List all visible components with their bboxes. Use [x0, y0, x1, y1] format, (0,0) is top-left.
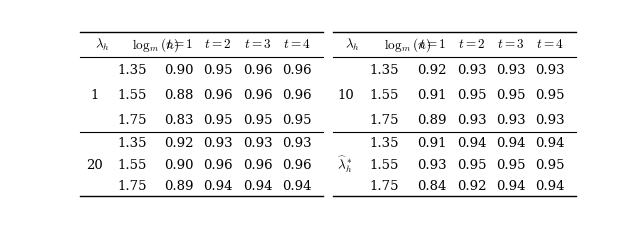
Text: 0.93: 0.93	[203, 137, 233, 150]
Text: 0.93: 0.93	[496, 114, 525, 127]
Text: $t=3$: $t=3$	[497, 38, 524, 51]
Text: 0.94: 0.94	[203, 179, 232, 192]
Text: 1.35: 1.35	[369, 137, 399, 150]
Text: 0.95: 0.95	[243, 114, 272, 127]
Text: $\lambda_h$: $\lambda_h$	[95, 37, 109, 53]
Text: 0.94: 0.94	[496, 137, 525, 150]
Text: 0.93: 0.93	[457, 64, 486, 77]
Text: 0.96: 0.96	[203, 89, 233, 102]
Text: 0.95: 0.95	[457, 158, 486, 171]
Text: $t=2$: $t=2$	[458, 38, 486, 51]
Text: $t=1$: $t=1$	[166, 38, 193, 51]
Text: 0.90: 0.90	[164, 64, 194, 77]
Text: 0.89: 0.89	[417, 114, 447, 127]
Text: $t=3$: $t=3$	[244, 38, 271, 51]
Text: 0.95: 0.95	[496, 89, 525, 102]
Text: 0.95: 0.95	[203, 64, 232, 77]
Text: 0.95: 0.95	[496, 158, 525, 171]
Text: $t=4$: $t=4$	[536, 38, 564, 51]
Text: 0.96: 0.96	[282, 158, 312, 171]
Text: 0.93: 0.93	[536, 64, 565, 77]
Text: 1.35: 1.35	[117, 137, 147, 150]
Text: 0.96: 0.96	[243, 64, 273, 77]
Text: 0.93: 0.93	[282, 137, 312, 150]
Text: 1.55: 1.55	[369, 158, 399, 171]
Text: 1.75: 1.75	[369, 179, 399, 192]
Text: 0.96: 0.96	[282, 64, 312, 77]
Text: 0.91: 0.91	[417, 137, 447, 150]
Text: 0.92: 0.92	[164, 137, 194, 150]
Text: 0.94: 0.94	[536, 179, 565, 192]
Text: 1.75: 1.75	[117, 114, 147, 127]
Text: $t=4$: $t=4$	[284, 38, 311, 51]
Text: 0.95: 0.95	[536, 158, 565, 171]
Text: 0.94: 0.94	[536, 137, 565, 150]
Text: $t=1$: $t=1$	[419, 38, 445, 51]
Text: 1.35: 1.35	[369, 64, 399, 77]
Text: 0.94: 0.94	[243, 179, 272, 192]
Text: 0.96: 0.96	[243, 158, 273, 171]
Text: 1.75: 1.75	[117, 179, 147, 192]
Text: 1.55: 1.55	[117, 158, 147, 171]
Text: 0.93: 0.93	[536, 114, 565, 127]
Text: 1.55: 1.55	[117, 89, 147, 102]
Text: 20: 20	[86, 158, 103, 171]
Text: $\widehat{\lambda}_h^*$: $\widehat{\lambda}_h^*$	[337, 154, 353, 175]
Text: 0.96: 0.96	[282, 89, 312, 102]
Text: 0.96: 0.96	[203, 158, 233, 171]
Text: 0.94: 0.94	[457, 137, 486, 150]
Text: 1.75: 1.75	[369, 114, 399, 127]
Text: 0.84: 0.84	[417, 179, 447, 192]
Text: $\log_m(n)$: $\log_m(n)$	[132, 36, 179, 54]
Text: 1.55: 1.55	[369, 89, 399, 102]
Text: 0.88: 0.88	[164, 89, 194, 102]
Text: 0.93: 0.93	[243, 137, 273, 150]
Text: 1: 1	[91, 89, 99, 102]
Text: 0.95: 0.95	[203, 114, 232, 127]
Text: $\log_m(n)$: $\log_m(n)$	[384, 36, 431, 54]
Text: 0.94: 0.94	[496, 179, 525, 192]
Text: 0.83: 0.83	[164, 114, 194, 127]
Text: 0.93: 0.93	[496, 64, 525, 77]
Text: 0.94: 0.94	[282, 179, 312, 192]
Text: 1.35: 1.35	[117, 64, 147, 77]
Text: 0.96: 0.96	[243, 89, 273, 102]
Text: $t=2$: $t=2$	[204, 38, 232, 51]
Text: 0.93: 0.93	[457, 114, 486, 127]
Text: 0.90: 0.90	[164, 158, 194, 171]
Text: 0.89: 0.89	[164, 179, 194, 192]
Text: 10: 10	[337, 89, 354, 102]
Text: 0.95: 0.95	[536, 89, 565, 102]
Text: 0.93: 0.93	[417, 158, 447, 171]
Text: 0.95: 0.95	[457, 89, 486, 102]
Text: 0.91: 0.91	[417, 89, 447, 102]
Text: 0.92: 0.92	[417, 64, 447, 77]
Text: 0.92: 0.92	[457, 179, 486, 192]
Text: $\lambda_h$: $\lambda_h$	[346, 37, 360, 53]
Text: 0.95: 0.95	[282, 114, 312, 127]
